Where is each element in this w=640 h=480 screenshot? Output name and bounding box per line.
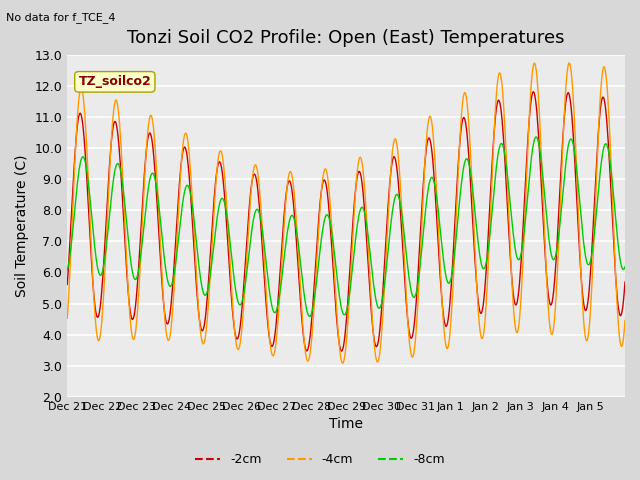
Text: No data for f_TCE_4: No data for f_TCE_4: [6, 12, 116, 23]
Y-axis label: Soil Temperature (C): Soil Temperature (C): [15, 155, 29, 297]
Legend: -2cm, -4cm, -8cm: -2cm, -4cm, -8cm: [190, 448, 450, 471]
X-axis label: Time: Time: [329, 418, 363, 432]
Text: TZ_soilco2: TZ_soilco2: [79, 75, 151, 88]
Title: Tonzi Soil CO2 Profile: Open (East) Temperatures: Tonzi Soil CO2 Profile: Open (East) Temp…: [127, 29, 565, 48]
